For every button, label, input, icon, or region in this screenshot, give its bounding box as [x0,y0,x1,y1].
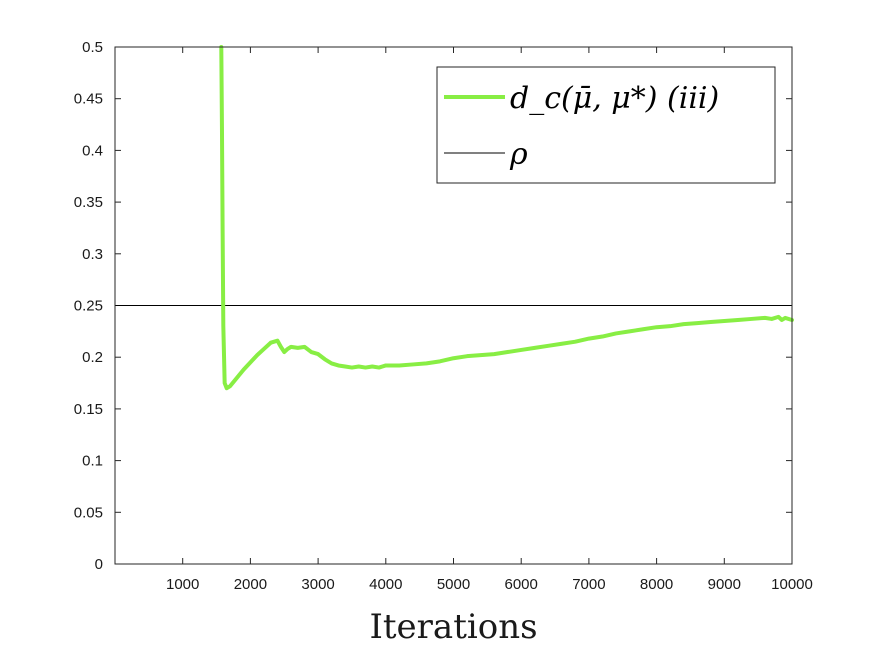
y-tick-label: 0.3 [82,246,103,263]
y-axis-ticks: 0 0.05 0.1 0.15 0.2 0.25 0.3 0.35 0.4 0.45 0.5 [74,39,792,573]
legend: d_c(μ̄, μ*) (iii) ρ [436,66,776,184]
plot-frame [114,46,793,565]
x-axis-ticks: 1000 2000 3000 4000 5000 6000 7000 8000 9000 1000… [166,47,813,593]
series-layer [114,45,794,391]
y-tick-label: 0.35 [74,194,103,211]
y-tick-label: 0.05 [74,504,103,521]
x-tick-label: 7000 [572,576,605,593]
legend-label-dc: d_c(μ̄, μ*) (iii) [510,81,719,116]
legend-box [436,66,776,184]
y-tick-label: 0 [95,556,103,573]
x-tick-label: 2000 [234,576,267,593]
x-tick-label: 5000 [437,576,470,593]
y-tick-label: 0.25 [74,298,103,315]
x-tick-label: 4000 [369,576,402,593]
x-tick-label: 6000 [505,576,538,593]
x-tick-label: 1000 [166,576,199,593]
x-tick-label: 8000 [640,576,673,593]
y-tick-label: 0.1 [82,453,103,470]
y-tick-label: 0.45 [74,91,103,108]
y-tick-label: 0.5 [82,39,103,56]
y-tick-label: 0.2 [82,349,103,366]
x-tick-label: 10000 [771,576,813,593]
x-tick-label: 9000 [708,576,741,593]
legend-label-rho: ρ [509,137,528,172]
x-tick-label: 3000 [301,576,334,593]
x-axis-label: Iterations [369,607,537,647]
y-tick-label: 0.4 [82,142,103,159]
series-line-dc [219,45,794,391]
y-tick-label: 0.15 [74,401,103,418]
